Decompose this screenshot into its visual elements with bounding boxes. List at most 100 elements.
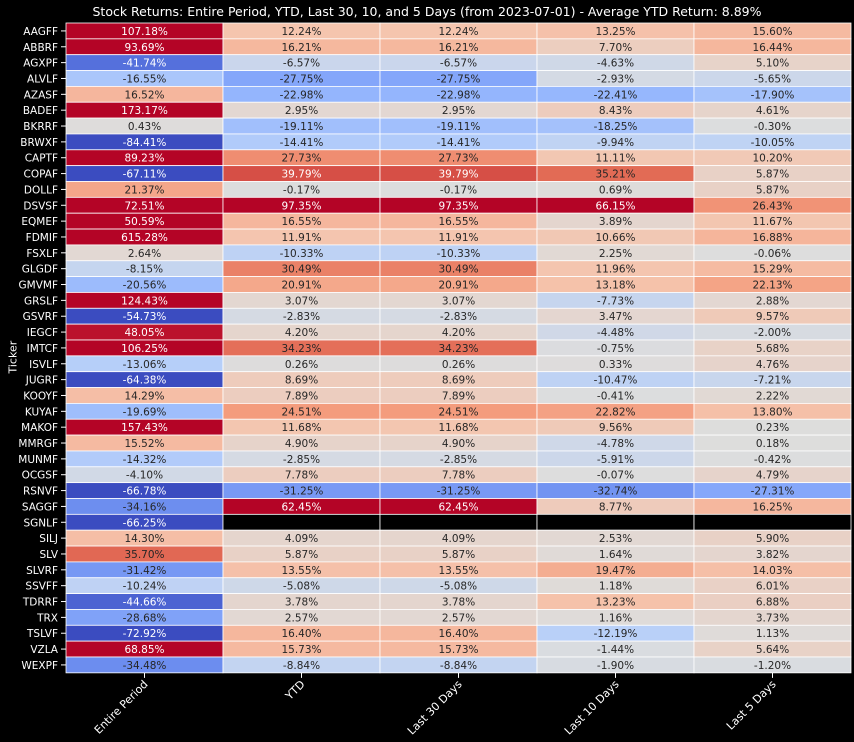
cell-value-label: 62.45%	[438, 501, 478, 513]
cell-value-label: 4.61%	[756, 105, 789, 117]
cell-value-label: -5.65%	[754, 73, 791, 85]
cell-value-label: -27.75%	[280, 73, 324, 85]
cell-value-label: 11.11%	[595, 153, 635, 165]
cell-value-label: 4.09%	[285, 533, 318, 545]
cell-value-label: 3.78%	[442, 597, 475, 609]
cell-value-label: 4.20%	[442, 327, 475, 339]
chart-title: Stock Returns: Entire Period, YTD, Last …	[92, 4, 762, 19]
cell-value-label: 3.78%	[285, 597, 318, 609]
row-tick-label: COPAF	[24, 169, 58, 181]
cell-value-label: 16.88%	[752, 232, 792, 244]
cell-value-label: 27.73%	[281, 153, 321, 165]
row-tick-label: AAGFF	[23, 26, 58, 38]
cell-value-label: 20.91%	[438, 280, 478, 292]
cell-value-label: -10.47%	[594, 375, 638, 387]
cell-value-label: -19.11%	[280, 121, 324, 133]
row-tick-label: MUNMF	[18, 454, 58, 466]
cell-value-label: 4.79%	[756, 470, 789, 482]
cell-value-label: -27.31%	[751, 486, 795, 498]
cell-value-label: 2.25%	[599, 248, 632, 260]
row-tick-label: SGNLF	[23, 517, 58, 529]
cell-value-label: -2.85%	[283, 454, 320, 466]
row-tick-label: IMTCF	[27, 343, 58, 355]
cell-value-label: -2.85%	[440, 454, 477, 466]
cell-value-label: 0.26%	[285, 359, 318, 371]
column-tick-label: Last 30 Days	[405, 678, 465, 738]
cell-value-label: -31.42%	[123, 565, 167, 577]
cell-value-label: -5.08%	[440, 581, 477, 593]
row-tick-label: GSVRF	[23, 311, 58, 323]
cell-value-label: 16.40%	[438, 628, 478, 640]
cell-value-label: 4.90%	[442, 438, 475, 450]
cell-value-label: 5.10%	[756, 58, 789, 70]
heatmap-cell	[222, 513, 381, 531]
cell-value-label: 7.89%	[285, 390, 318, 402]
row-tick-label: FSXLF	[26, 248, 58, 260]
cell-value-label: 11.68%	[281, 422, 321, 434]
row-tick-label: RSNVF	[23, 486, 58, 498]
cell-value-label: -28.68%	[123, 612, 167, 624]
cell-value-label: 2.64%	[128, 248, 161, 260]
cell-value-label: -4.10%	[126, 470, 163, 482]
cell-value-label: 22.13%	[752, 280, 792, 292]
cell-value-label: -19.69%	[123, 406, 167, 418]
row-tick-label: BRWXF	[20, 137, 58, 149]
cell-value-label: 8.69%	[442, 375, 475, 387]
cell-value-label: 5.87%	[756, 169, 789, 181]
cell-value-label: -9.94%	[597, 137, 634, 149]
row-tick-label: MAKOF	[21, 422, 58, 434]
cell-value-label: -31.25%	[437, 486, 481, 498]
cell-value-label: 15.73%	[438, 644, 478, 656]
cell-value-label: -27.75%	[437, 73, 481, 85]
cell-value-label: -0.06%	[754, 248, 791, 260]
cell-value-label: 24.51%	[281, 406, 321, 418]
cell-value-label: 93.69%	[124, 42, 164, 54]
cell-value-label: -1.20%	[754, 660, 791, 672]
cell-value-label: 16.25%	[752, 501, 792, 513]
cell-value-label: 7.89%	[442, 390, 475, 402]
heatmap-cell	[693, 513, 852, 531]
cell-value-label: 15.29%	[752, 264, 792, 276]
cell-value-label: 10.66%	[595, 232, 635, 244]
cell-value-label: -31.25%	[280, 486, 324, 498]
cell-value-label: 39.79%	[281, 169, 321, 181]
row-tick-label: OCGSF	[22, 470, 58, 482]
cell-value-label: 8.69%	[285, 375, 318, 387]
cell-value-label: 9.56%	[599, 422, 632, 434]
row-tick-label: EQMEF	[21, 216, 58, 228]
cell-value-label: 1.13%	[756, 628, 789, 640]
row-tick-label: DOLLF	[24, 184, 58, 196]
cell-value-label: 22.82%	[595, 406, 635, 418]
cell-value-label: -5.91%	[597, 454, 634, 466]
cell-value-label: 6.88%	[756, 597, 789, 609]
cell-value-label: 15.60%	[752, 26, 792, 38]
row-tick-label: SAGGF	[22, 501, 58, 513]
row-tick-label: IEGCF	[27, 327, 58, 339]
column-tick-label: Last 10 Days	[562, 678, 622, 738]
cell-value-label: 3.73%	[756, 612, 789, 624]
cell-value-label: 11.91%	[438, 232, 478, 244]
row-tick-label: GLGDF	[22, 264, 58, 276]
cell-value-label: 0.23%	[756, 422, 789, 434]
cell-value-label: -0.41%	[597, 390, 634, 402]
cell-value-label: 8.43%	[599, 105, 632, 117]
cell-value-label: 11.67%	[752, 216, 792, 228]
cell-value-label: -22.41%	[594, 89, 638, 101]
cell-value-label: 62.45%	[281, 501, 321, 513]
cell-value-label: 124.43%	[121, 295, 168, 307]
cell-value-label: 97.35%	[281, 200, 321, 212]
cell-value-label: 12.24%	[438, 26, 478, 38]
cell-value-label: -32.74%	[594, 486, 638, 498]
cell-value-label: -7.73%	[597, 295, 634, 307]
row-tick-label: VZLA	[30, 644, 58, 656]
cell-value-label: 24.51%	[438, 406, 478, 418]
cell-value-label: -14.32%	[123, 454, 167, 466]
cell-value-label: 20.91%	[281, 280, 321, 292]
cell-value-label: 50.59%	[124, 216, 164, 228]
cell-value-label: -6.57%	[283, 58, 320, 70]
row-tick-label: ALVLF	[27, 73, 58, 85]
cell-value-label: 14.30%	[124, 533, 164, 545]
cell-value-label: 3.07%	[285, 295, 318, 307]
cell-value-label: 16.44%	[752, 42, 792, 54]
